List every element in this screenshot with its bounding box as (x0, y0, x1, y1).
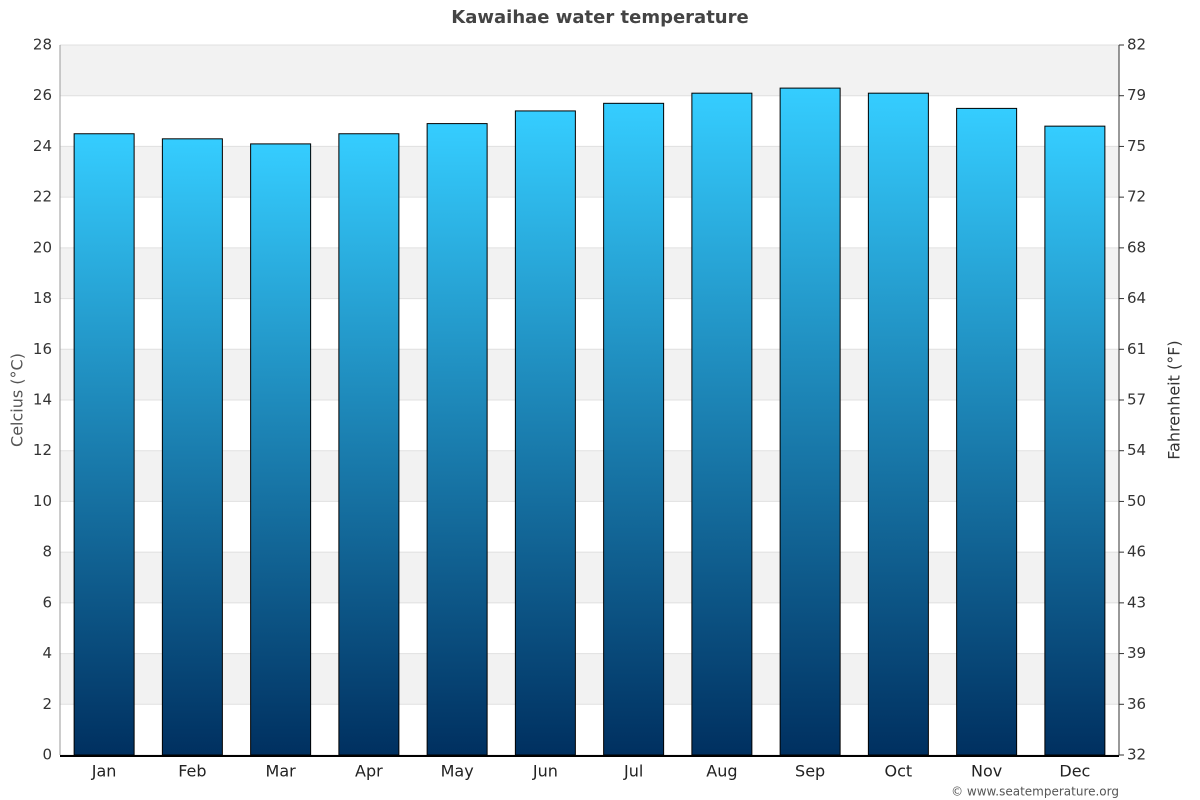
bar (73, 133, 135, 756)
y2-axis-label: Fahrenheit (°F) (1165, 340, 1184, 459)
y-tick-label: 18 (33, 289, 52, 307)
y-tick-label: 20 (33, 238, 52, 256)
y2-tick-label: 75 (1127, 137, 1146, 155)
x-tick-label: Jan (91, 762, 117, 781)
y-tick-label: 24 (33, 137, 52, 155)
x-tick-label: Apr (355, 762, 383, 781)
x-tick-label: May (441, 762, 474, 781)
plot-band (60, 45, 1119, 96)
x-tick-label: Nov (971, 762, 1002, 781)
y-tick-label: 16 (33, 340, 52, 358)
x-tick-label: Sep (795, 762, 825, 781)
y-tick-label: 10 (33, 492, 52, 510)
plot-band (60, 146, 1119, 198)
plot-band (60, 450, 1119, 502)
y-tick-label: 2 (42, 695, 52, 713)
x-tick-label: Jul (623, 762, 643, 781)
bar (603, 102, 665, 756)
y2-tick-label: 64 (1127, 289, 1146, 307)
y2-tick-label: 79 (1127, 86, 1146, 104)
x-tick-label: Dec (1059, 762, 1090, 781)
plot-band (60, 247, 1119, 299)
y2-tick-label: 36 (1127, 695, 1146, 713)
bar (338, 133, 400, 756)
x-tick-label: Mar (266, 762, 297, 781)
y-tick-label: 14 (33, 391, 52, 409)
y2-tick-label: 72 (1127, 188, 1146, 206)
bar (161, 138, 223, 756)
plot-band (60, 349, 1119, 400)
bar (250, 143, 312, 756)
x-tick-label: Aug (706, 762, 737, 781)
y2-tick-label: 61 (1127, 340, 1146, 358)
y-tick-label: 8 (42, 543, 52, 561)
bar (779, 87, 841, 756)
x-tick-label: Jun (532, 762, 558, 781)
x-tick-label: Feb (178, 762, 206, 781)
y2-tick-label: 50 (1127, 492, 1146, 510)
bar (691, 92, 753, 756)
y2-tick-label: 82 (1127, 36, 1146, 54)
x-tick-label: Oct (885, 762, 913, 781)
y2-tick-label: 54 (1127, 441, 1146, 459)
y2-tick-label: 32 (1127, 746, 1146, 764)
bar (514, 110, 576, 756)
y-tick-label: 6 (42, 593, 52, 611)
y2-tick-label: 68 (1127, 238, 1146, 256)
y2-tick-label: 43 (1127, 593, 1146, 611)
bar (1044, 125, 1106, 756)
bar (867, 92, 929, 756)
y2-tick-label: 57 (1127, 391, 1146, 409)
y-tick-label: 0 (42, 746, 52, 764)
source: © www.seatemperature.org (951, 785, 1119, 799)
plot-band (60, 653, 1119, 705)
bar (956, 107, 1018, 756)
y-axis-label: Celcius (°C) (8, 353, 27, 447)
y-tick-label: 28 (33, 36, 52, 54)
bar (426, 123, 488, 756)
plot-band (60, 552, 1119, 603)
y2-tick-label: 46 (1127, 543, 1146, 561)
y-tick-label: 26 (33, 86, 52, 104)
y-tick-label: 22 (33, 188, 52, 206)
plot-background (60, 44, 1119, 756)
y-tick-label: 12 (33, 441, 52, 459)
chart-title: Kawaihae water temperature (451, 7, 748, 28)
y-tick-label: 4 (42, 644, 52, 662)
y2-tick-label: 39 (1127, 644, 1146, 662)
